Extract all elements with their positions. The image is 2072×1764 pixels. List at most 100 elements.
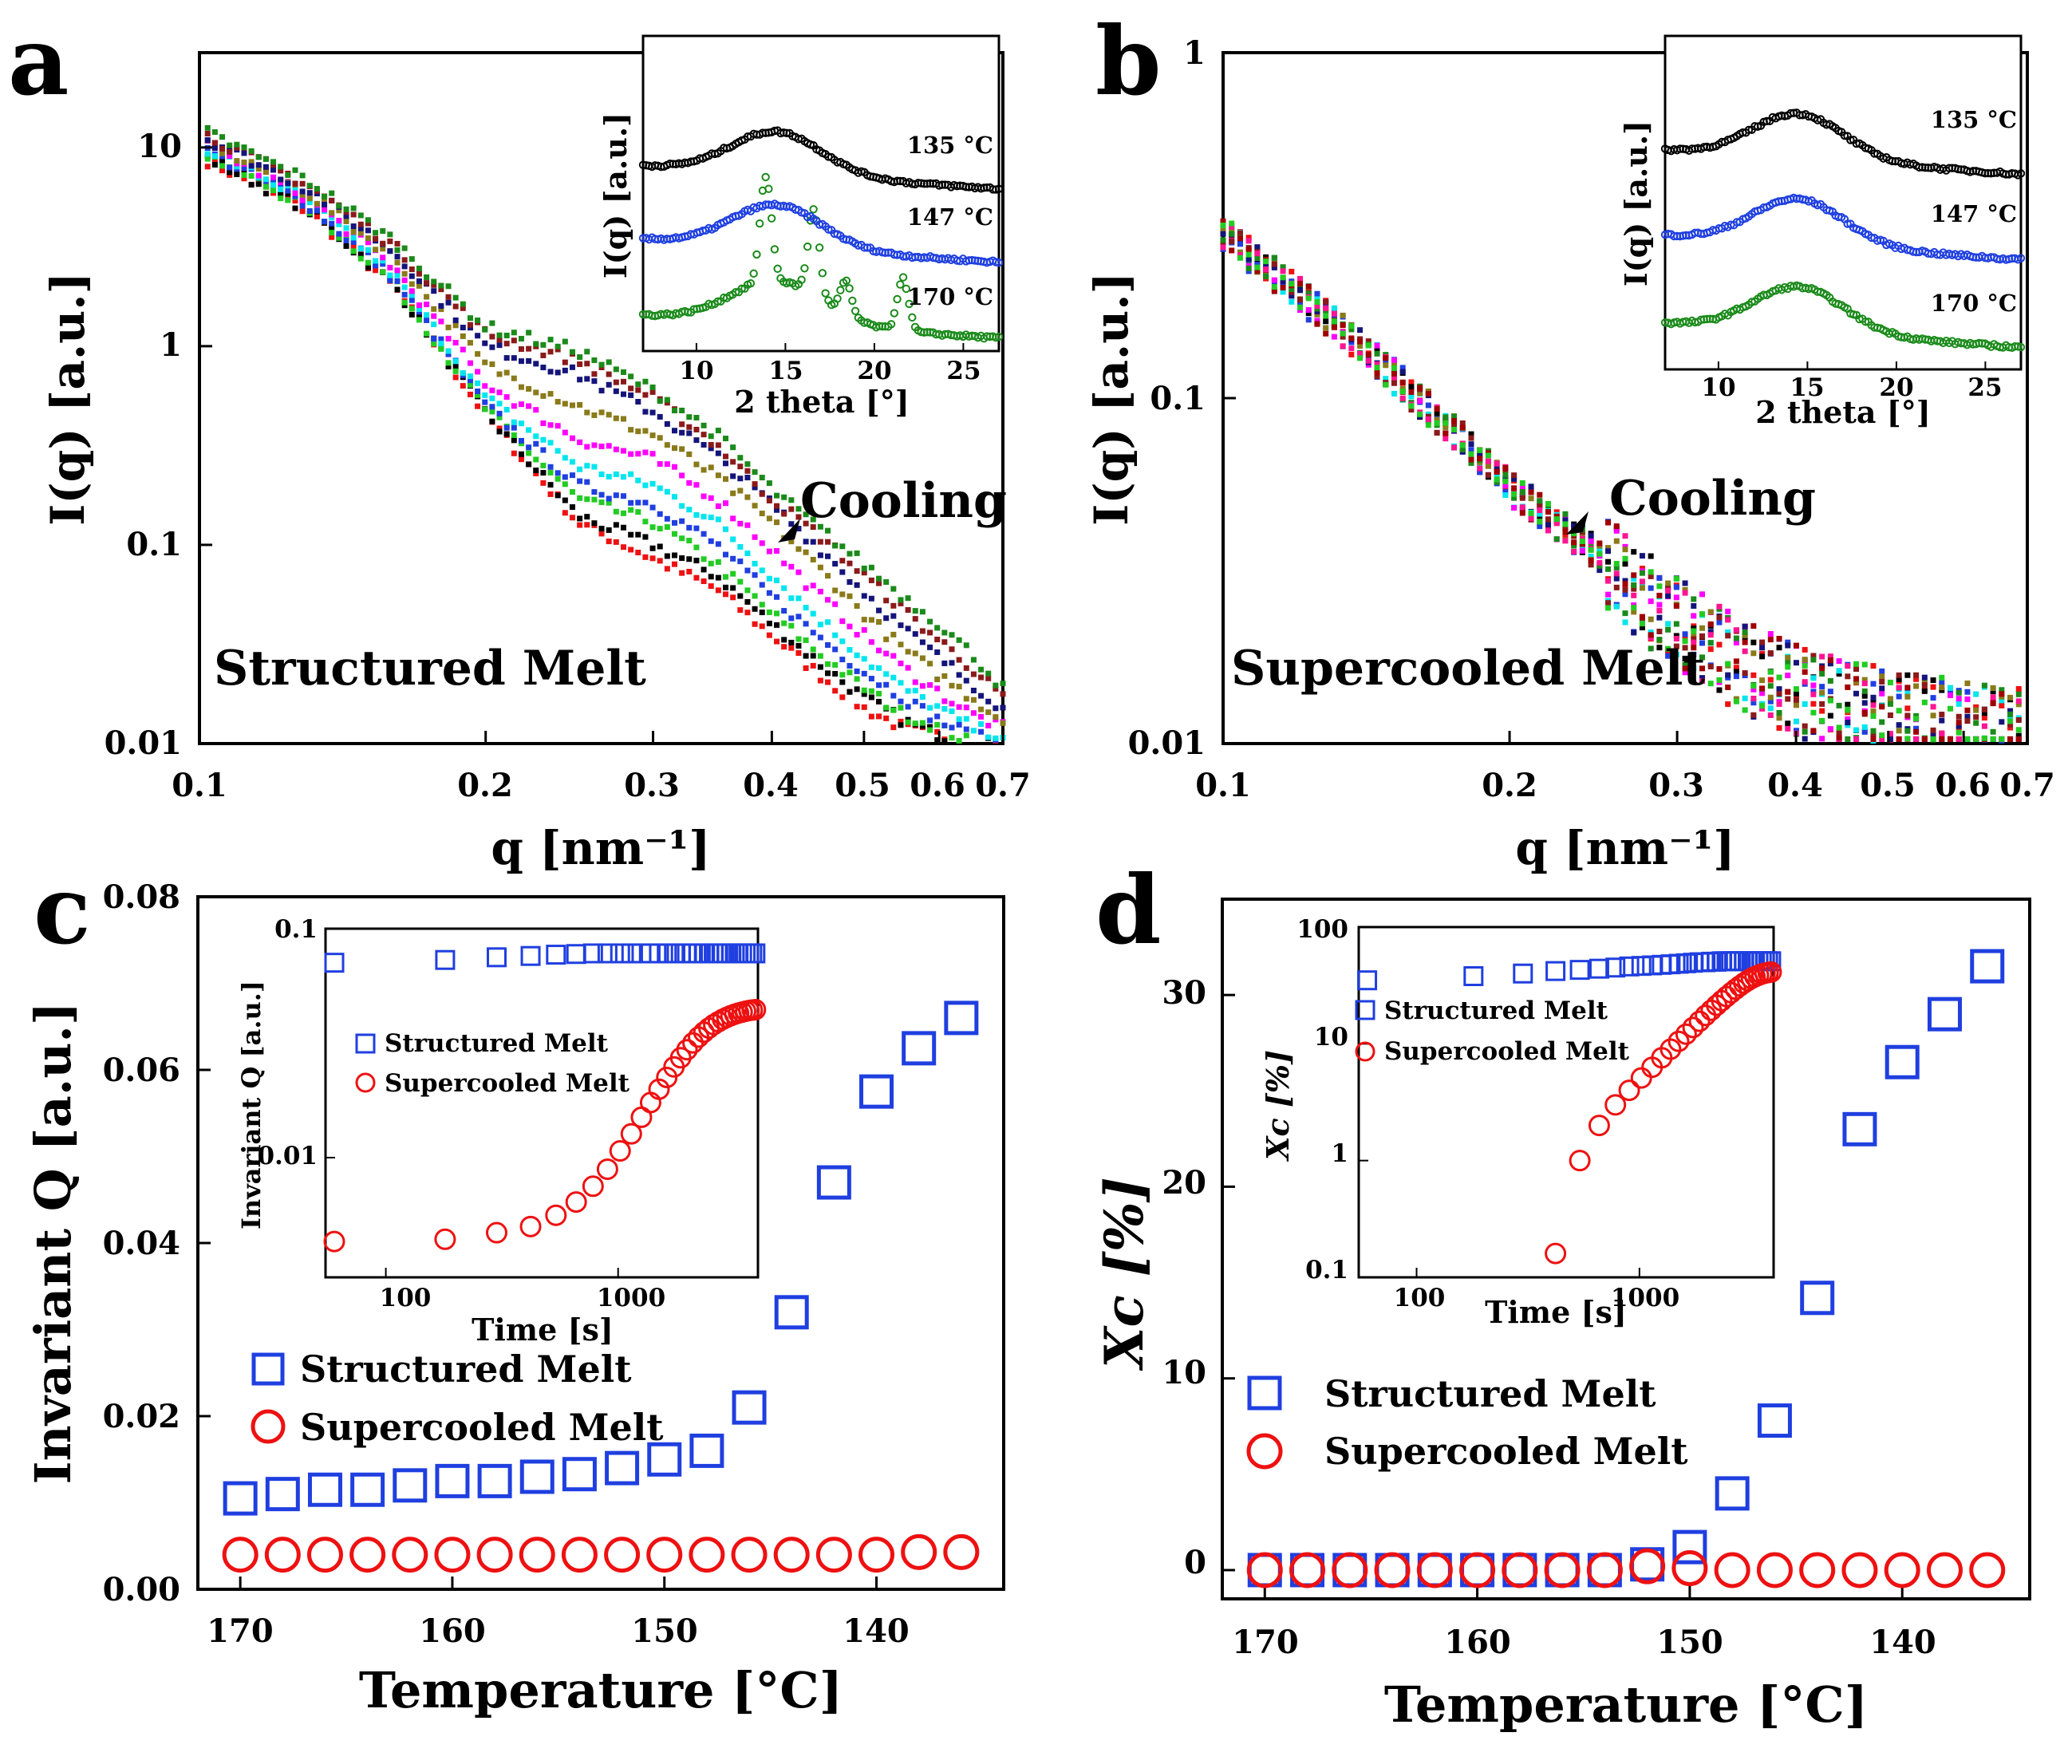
- a-point-navy: [744, 475, 751, 481]
- a-point-navy: [569, 364, 575, 370]
- a-point-magenta: [299, 197, 306, 203]
- b-point-blue: [1733, 673, 1739, 680]
- b-point-brown: [1836, 730, 1842, 736]
- a-point-cyan: [715, 516, 721, 523]
- a-point-lime: [445, 360, 452, 366]
- a-point-lime: [919, 720, 925, 726]
- a-point-olive: [438, 306, 444, 313]
- b-point-pink: [1613, 570, 1620, 577]
- a-point-blue: [635, 499, 641, 506]
- b-point-darkred: [1528, 489, 1534, 495]
- a-point-black: [781, 637, 787, 643]
- b-point-darkred: [1297, 280, 1304, 286]
- a-point-olive: [234, 158, 240, 164]
- b-point-green: [1519, 489, 1525, 495]
- a-point-lime: [365, 259, 371, 266]
- b-point-cyan: [1742, 695, 1748, 701]
- b-point-green: [1245, 265, 1252, 271]
- b-point-magenta: [1656, 602, 1663, 608]
- a-point-red: [774, 638, 780, 645]
- d-inset-y-axis-label: Xc [%]: [1260, 1050, 1296, 1162]
- a-point-lime: [336, 235, 342, 241]
- b-point-navy: [1494, 464, 1500, 471]
- b-point-lime: [1399, 389, 1406, 395]
- a-point-black: [715, 574, 721, 581]
- b-point-navy: [1896, 722, 1902, 728]
- b-point-pink: [1562, 538, 1569, 544]
- panel-d-inset-square-8: [1631, 956, 1652, 977]
- b-point-darkred: [1639, 614, 1645, 620]
- b-point-lime: [1631, 605, 1637, 611]
- a-point-magenta: [927, 682, 933, 689]
- a-point-navy: [693, 437, 700, 444]
- a-point-black: [285, 191, 291, 197]
- a-point-cyan: [679, 503, 685, 509]
- a-point-magenta: [475, 369, 481, 375]
- a-point-black: [628, 531, 634, 538]
- b-point-cyan: [1810, 675, 1817, 681]
- panel-c-inset-square-6: [582, 943, 603, 964]
- b-point-olive: [1776, 715, 1782, 721]
- panel-a-scatter: [204, 124, 1006, 744]
- a-point-navy: [679, 429, 685, 436]
- b-point-black: [1827, 712, 1833, 719]
- a-point-blue: [503, 424, 510, 431]
- a-point-blue: [912, 698, 918, 704]
- a-point-cyan: [649, 480, 656, 487]
- b-point-navy: [1707, 629, 1714, 635]
- a-point-black: [832, 671, 839, 677]
- b-point-red: [1999, 702, 2005, 708]
- b-point-pink: [1528, 515, 1534, 522]
- b-point-darkred: [1331, 324, 1337, 330]
- a-point-magenta: [898, 661, 904, 667]
- a-point-blue: [475, 388, 481, 394]
- b-inset-data-point-2: [2016, 169, 2026, 178]
- panel-c-inset-square-0: [324, 953, 345, 973]
- a-point-olive: [431, 306, 437, 312]
- a-point-green: [555, 343, 561, 349]
- a-point-olive: [489, 361, 495, 368]
- a-point-lime: [949, 735, 955, 741]
- a-point-cyan: [949, 708, 955, 714]
- b-point-green: [1511, 495, 1517, 501]
- a-inset-data-point-0: [803, 242, 812, 251]
- b-point-pink: [1605, 578, 1612, 584]
- b-point-olive: [1357, 343, 1364, 349]
- a-point-red: [803, 665, 809, 671]
- b-point-pink: [1656, 608, 1663, 614]
- a-point-olive: [810, 556, 816, 562]
- a-inset-data-point-0: [752, 250, 761, 259]
- a-point-blue: [547, 464, 554, 470]
- a-point-olive: [941, 673, 948, 679]
- panel-d-inset-circle-10: [1675, 1023, 1697, 1045]
- b-point-black: [1896, 676, 1902, 682]
- a-point-navy: [357, 225, 364, 231]
- b-point-darkred: [1750, 623, 1757, 629]
- a-point-magenta: [227, 153, 233, 160]
- panel-d-circle-7: [1544, 1552, 1581, 1588]
- a-inset-data-point-0: [836, 286, 845, 294]
- a-point-olive: [606, 412, 612, 418]
- a-point-red: [219, 168, 226, 174]
- a-inset-data-point-0: [908, 313, 917, 322]
- a-point-magenta: [584, 444, 590, 450]
- a-point-green: [854, 550, 860, 556]
- a-inset-data-point-0: [842, 276, 851, 285]
- a-point-lime: [401, 299, 408, 306]
- a-point-magenta: [657, 461, 663, 468]
- b-point-navy: [1289, 293, 1295, 299]
- panel-c-inset-circle-12: [648, 1078, 670, 1100]
- a-point-magenta: [562, 429, 568, 436]
- a-point-navy: [825, 553, 831, 559]
- a-point-cyan: [401, 284, 408, 290]
- b-point-lime: [1254, 264, 1261, 270]
- a-point-olive: [905, 649, 911, 655]
- b-point-lime: [1947, 705, 1953, 712]
- panel-c-inset-square-7: [597, 943, 618, 964]
- b-point-brown: [1408, 407, 1415, 413]
- a-inset-data-point-0: [893, 294, 902, 304]
- a-point-magenta: [919, 683, 925, 689]
- b-point-green: [1861, 688, 1868, 694]
- a-point-green: [912, 608, 918, 614]
- a-point-lime: [496, 414, 503, 420]
